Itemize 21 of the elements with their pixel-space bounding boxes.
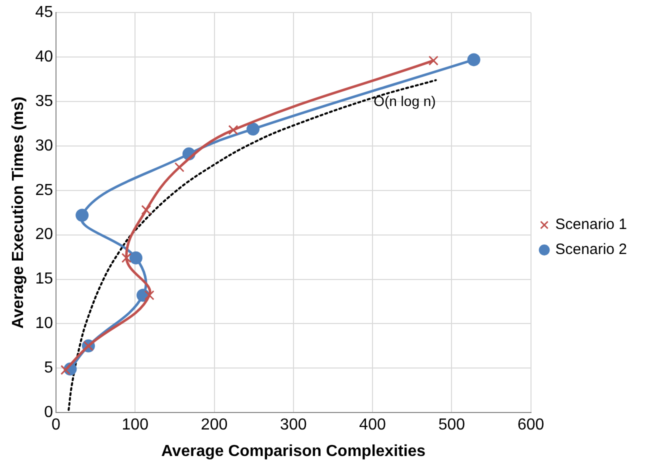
- x-tick-label: 200: [200, 416, 228, 434]
- x-tick-label: 500: [438, 416, 466, 434]
- x-tick-label: 300: [280, 416, 307, 434]
- y-tick-label: 10: [35, 315, 54, 332]
- y-tick-label: 25: [35, 182, 54, 199]
- x-tick-label: 400: [359, 416, 386, 434]
- legend-label: Scenario 1: [555, 216, 628, 234]
- annotation: O(n log n): [374, 93, 436, 110]
- y-tick-label: 15: [35, 270, 54, 288]
- y-tick-label: 35: [35, 92, 54, 110]
- x-axis-title: Average Comparison Complexities: [161, 442, 426, 460]
- y-tick-label: 30: [35, 137, 54, 154]
- y-axis-title: Average Execution Times (ms): [10, 96, 28, 329]
- legend-label: Scenario 2: [555, 241, 628, 258]
- y-tick-label: 40: [35, 48, 54, 66]
- x-tick-label: 100: [122, 416, 149, 434]
- y-tick-label: 0: [44, 404, 54, 422]
- y-tick-label: 5: [44, 360, 54, 377]
- y-tick-label: 45: [35, 4, 54, 22]
- y-tick-label: 20: [35, 226, 54, 244]
- x-tick-label: 600: [517, 416, 544, 434]
